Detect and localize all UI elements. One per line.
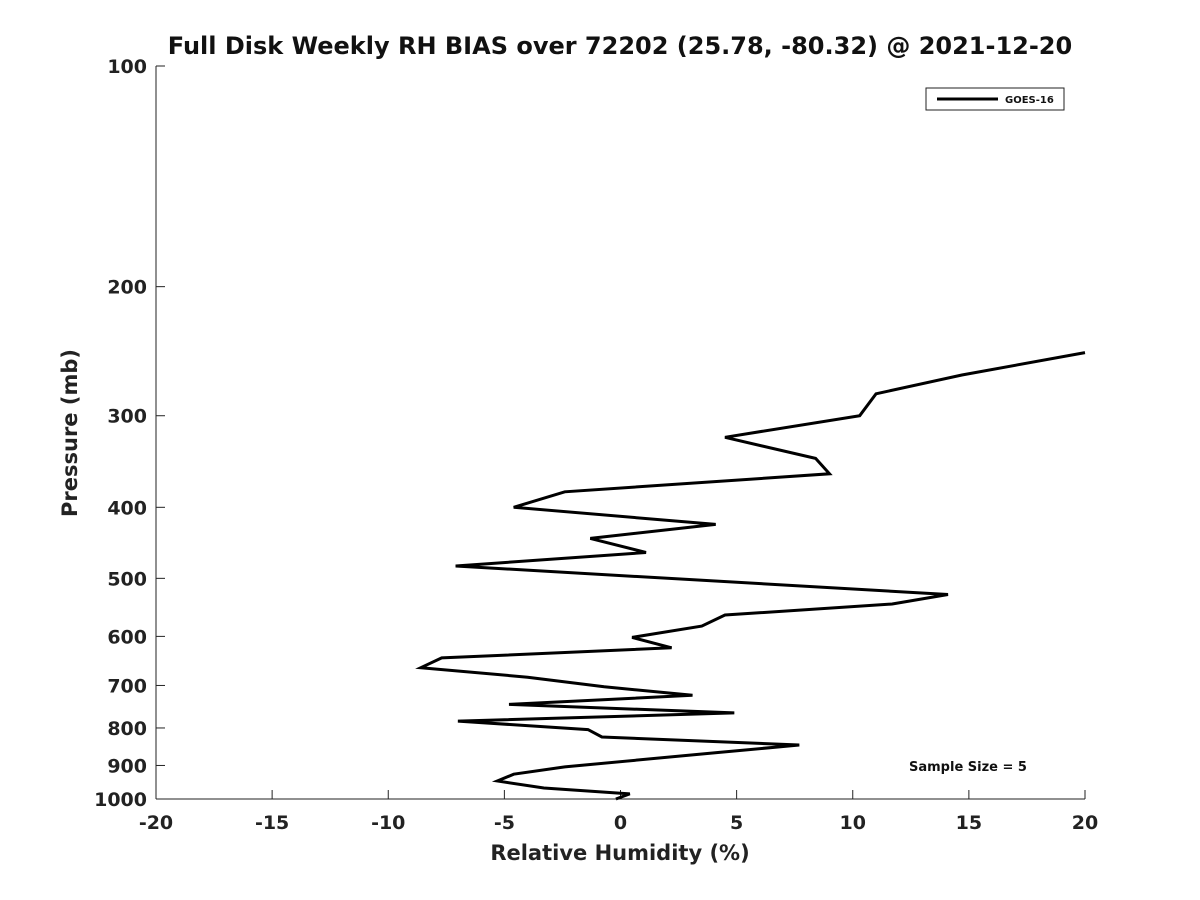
x-ticks: -20 -15 -10 -5 0 5 10 15 20 [139,790,1098,834]
legend-entry-goes-16: GOES-16 [1005,95,1054,106]
x-tick-label: 20 [1072,812,1098,834]
y-axis-label: Pressure (mb) [58,349,82,517]
series-line-goes-16 [415,351,1086,801]
x-tick-label: 10 [840,812,866,834]
series-layer [415,351,1086,801]
x-tick-label: 5 [730,812,743,834]
y-tick-label: 900 [107,755,147,777]
y-tick-label: 800 [107,718,147,740]
x-tick-label: -15 [255,812,289,834]
y-tick-label: 300 [107,406,147,428]
y-tick-label: 500 [107,568,147,590]
y-ticks: 100 200 300 400 500 600 700 800 900 1000 [94,56,165,811]
legend: GOES-16 [925,87,1065,111]
y-tick-label: 100 [107,56,147,78]
x-tick-label: -10 [371,812,405,834]
y-tick-label: 200 [107,277,147,299]
x-tick-label: 15 [956,812,982,834]
x-tick-label: -20 [139,812,173,834]
y-tick-label: 700 [107,675,147,697]
chart-title: Full Disk Weekly RH BIAS over 72202 (25.… [168,32,1072,60]
y-tick-label: 1000 [94,789,147,811]
y-tick-label: 400 [107,497,147,519]
x-axis-label: Relative Humidity (%) [490,841,749,865]
x-tick-label: 0 [614,812,627,834]
sample-size-annotation: Sample Size = 5 [909,760,1027,775]
x-tick-label: -5 [494,812,515,834]
y-tick-label: 600 [107,626,147,648]
